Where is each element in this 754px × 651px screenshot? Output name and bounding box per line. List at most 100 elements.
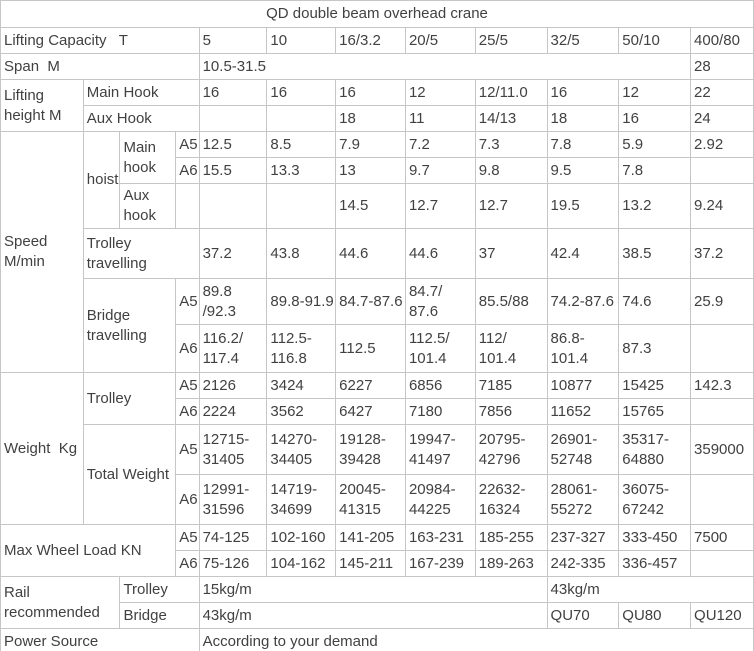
- value-cell: 14/13: [474, 105, 548, 132]
- table-row: Power Source According to your demand: [0, 628, 754, 651]
- value-cell: 9.8: [474, 157, 548, 184]
- table-row: Weight Kg Trolley A5 2126 3424 6227 6856 7185 10…: [0, 372, 754, 525]
- value-cell: 16: [266, 79, 337, 106]
- value-cell: 189-263: [474, 550, 548, 577]
- capacity-header: 32/5: [546, 27, 620, 54]
- table-row: QD double beam overhead crane: [0, 0, 754, 28]
- value-cell: 35317- 64880: [618, 424, 692, 475]
- value-cell: 12.5: [198, 131, 268, 158]
- value-cell: [198, 105, 268, 132]
- value-cell: 36075- 67242: [618, 474, 692, 525]
- duty-class-a5: A5: [175, 131, 200, 158]
- value-cell: 26901- 52748: [546, 424, 620, 475]
- table-row: A6 12991- 31596 14719- 34699 20045- 41315 20…: [1, 474, 754, 525]
- value-cell: 14719- 34699: [266, 474, 337, 525]
- value-cell: 24: [690, 105, 754, 132]
- value-cell: 15425: [618, 372, 692, 399]
- value-cell: 16: [335, 79, 406, 106]
- value-cell: 85.5/88: [474, 278, 548, 325]
- value-cell: 6427: [335, 398, 406, 425]
- value-cell: 12991- 31596: [198, 474, 268, 525]
- value-cell: 242-335: [546, 550, 620, 577]
- value-cell: 112/ 101.4: [474, 324, 548, 373]
- value-cell: 19.5: [546, 183, 620, 229]
- table-row: Speed M/min hoist Main hook A5 12.5 8.5 7.9 7.2…: [0, 131, 754, 373]
- value-cell: 20984- 44225: [404, 474, 476, 525]
- value-cell: 18: [546, 105, 620, 132]
- value-cell: 43kg/m: [546, 576, 754, 603]
- value-cell: 16: [618, 105, 692, 132]
- value-cell: 2224: [198, 398, 268, 425]
- capacity-header: 5: [198, 27, 268, 54]
- row-label-hoist-main-hook: Main hook: [119, 131, 177, 184]
- row-label-weight: Weight Kg: [0, 372, 84, 525]
- table-row: Aux hook 14.5 12.7 12.7 19.5 13.2 9.24: [1, 183, 754, 229]
- table-row: Rail recommended Trolley 15kg/m 43kg/m: [0, 576, 754, 629]
- value-cell: 104-162: [266, 550, 337, 577]
- value-cell: 43.8: [266, 228, 337, 279]
- value-cell: 7.8: [546, 131, 620, 158]
- value-cell: 9.24: [690, 183, 754, 229]
- value-cell: 37: [474, 228, 548, 279]
- duty-class-a6: A6: [175, 157, 200, 184]
- value-cell: 112.5- 116.8: [266, 324, 337, 373]
- value-cell: 19947- 41497: [404, 424, 476, 475]
- value-cell: 87.3: [618, 324, 692, 373]
- value-cell: 9.7: [404, 157, 476, 184]
- value-cell: 15765: [618, 398, 692, 425]
- value-cell: QU80: [618, 602, 692, 629]
- value-cell: 7.8: [618, 157, 692, 184]
- duty-class-a6: A6: [175, 550, 200, 577]
- capacity-header: 50/10: [618, 27, 692, 54]
- value-cell: 11652: [546, 398, 620, 425]
- duty-class-a5: A5: [175, 424, 200, 475]
- row-label-lifting-capacity: Lifting Capacity T: [0, 27, 200, 54]
- value-cell: 44.6: [404, 228, 476, 279]
- row-label-rail-trolley: Trolley: [119, 576, 200, 603]
- value-cell: 7856: [474, 398, 548, 425]
- value-cell: [690, 157, 754, 184]
- value-cell: 112.5/ 101.4: [404, 324, 476, 373]
- table-row: Lifting Capacity T 5 10 16/3.2 20/5 25/5 32/5 5…: [0, 27, 754, 54]
- value-cell: [175, 183, 200, 229]
- value-cell: 42.4: [546, 228, 620, 279]
- value-cell: 7180: [404, 398, 476, 425]
- value-cell: 28061- 55272: [546, 474, 620, 525]
- value-cell: [198, 183, 268, 229]
- value-cell: [266, 183, 337, 229]
- capacity-header: 16/3.2: [335, 27, 406, 54]
- value-cell: 145-211: [335, 550, 406, 577]
- table-row: Trolley travelling 37.2 43.8 44.6 44.6 37 42.4…: [1, 228, 754, 279]
- duty-class-a6: A6: [175, 324, 200, 373]
- value-cell: 6856: [404, 372, 476, 399]
- value-cell: 12.7: [404, 183, 476, 229]
- table-row: A6 15.5 13.3 13 9.7 9.8 9.5 7.8: [1, 157, 754, 184]
- value-cell: 16: [546, 79, 620, 106]
- table-title: QD double beam overhead crane: [0, 0, 754, 28]
- value-cell: [690, 474, 754, 525]
- value-cell: [690, 550, 754, 577]
- duty-class-a5: A5: [175, 278, 200, 325]
- value-cell: 336-457: [618, 550, 692, 577]
- value-cell: [690, 324, 754, 373]
- value-cell: [266, 105, 337, 132]
- value-cell: 75-126: [198, 550, 268, 577]
- value-cell: 89.8 /92.3: [198, 278, 268, 325]
- value-cell: 8.5: [266, 131, 337, 158]
- value-cell: 44.6: [335, 228, 406, 279]
- value-cell: 74.6: [618, 278, 692, 325]
- row-label-lifting-height: Lifting height M: [0, 79, 84, 132]
- duty-class-a5: A5: [175, 524, 200, 551]
- value-cell: QU70: [546, 602, 620, 629]
- row-label-hoist: hoist: [82, 131, 121, 229]
- value-cell: 163-231: [404, 524, 476, 551]
- value-cell: 237-327: [546, 524, 620, 551]
- value-cell: 89.8-91.9: [266, 278, 337, 325]
- row-label-span: Span M: [0, 53, 200, 80]
- table-row: Lifting height M Main Hook 16 16 16 12 12/11.0…: [0, 79, 754, 132]
- value-cell: 86.8- 101.4: [546, 324, 620, 373]
- row-label-aux-hook: Aux Hook: [82, 105, 200, 132]
- value-cell: 12715- 31405: [198, 424, 268, 475]
